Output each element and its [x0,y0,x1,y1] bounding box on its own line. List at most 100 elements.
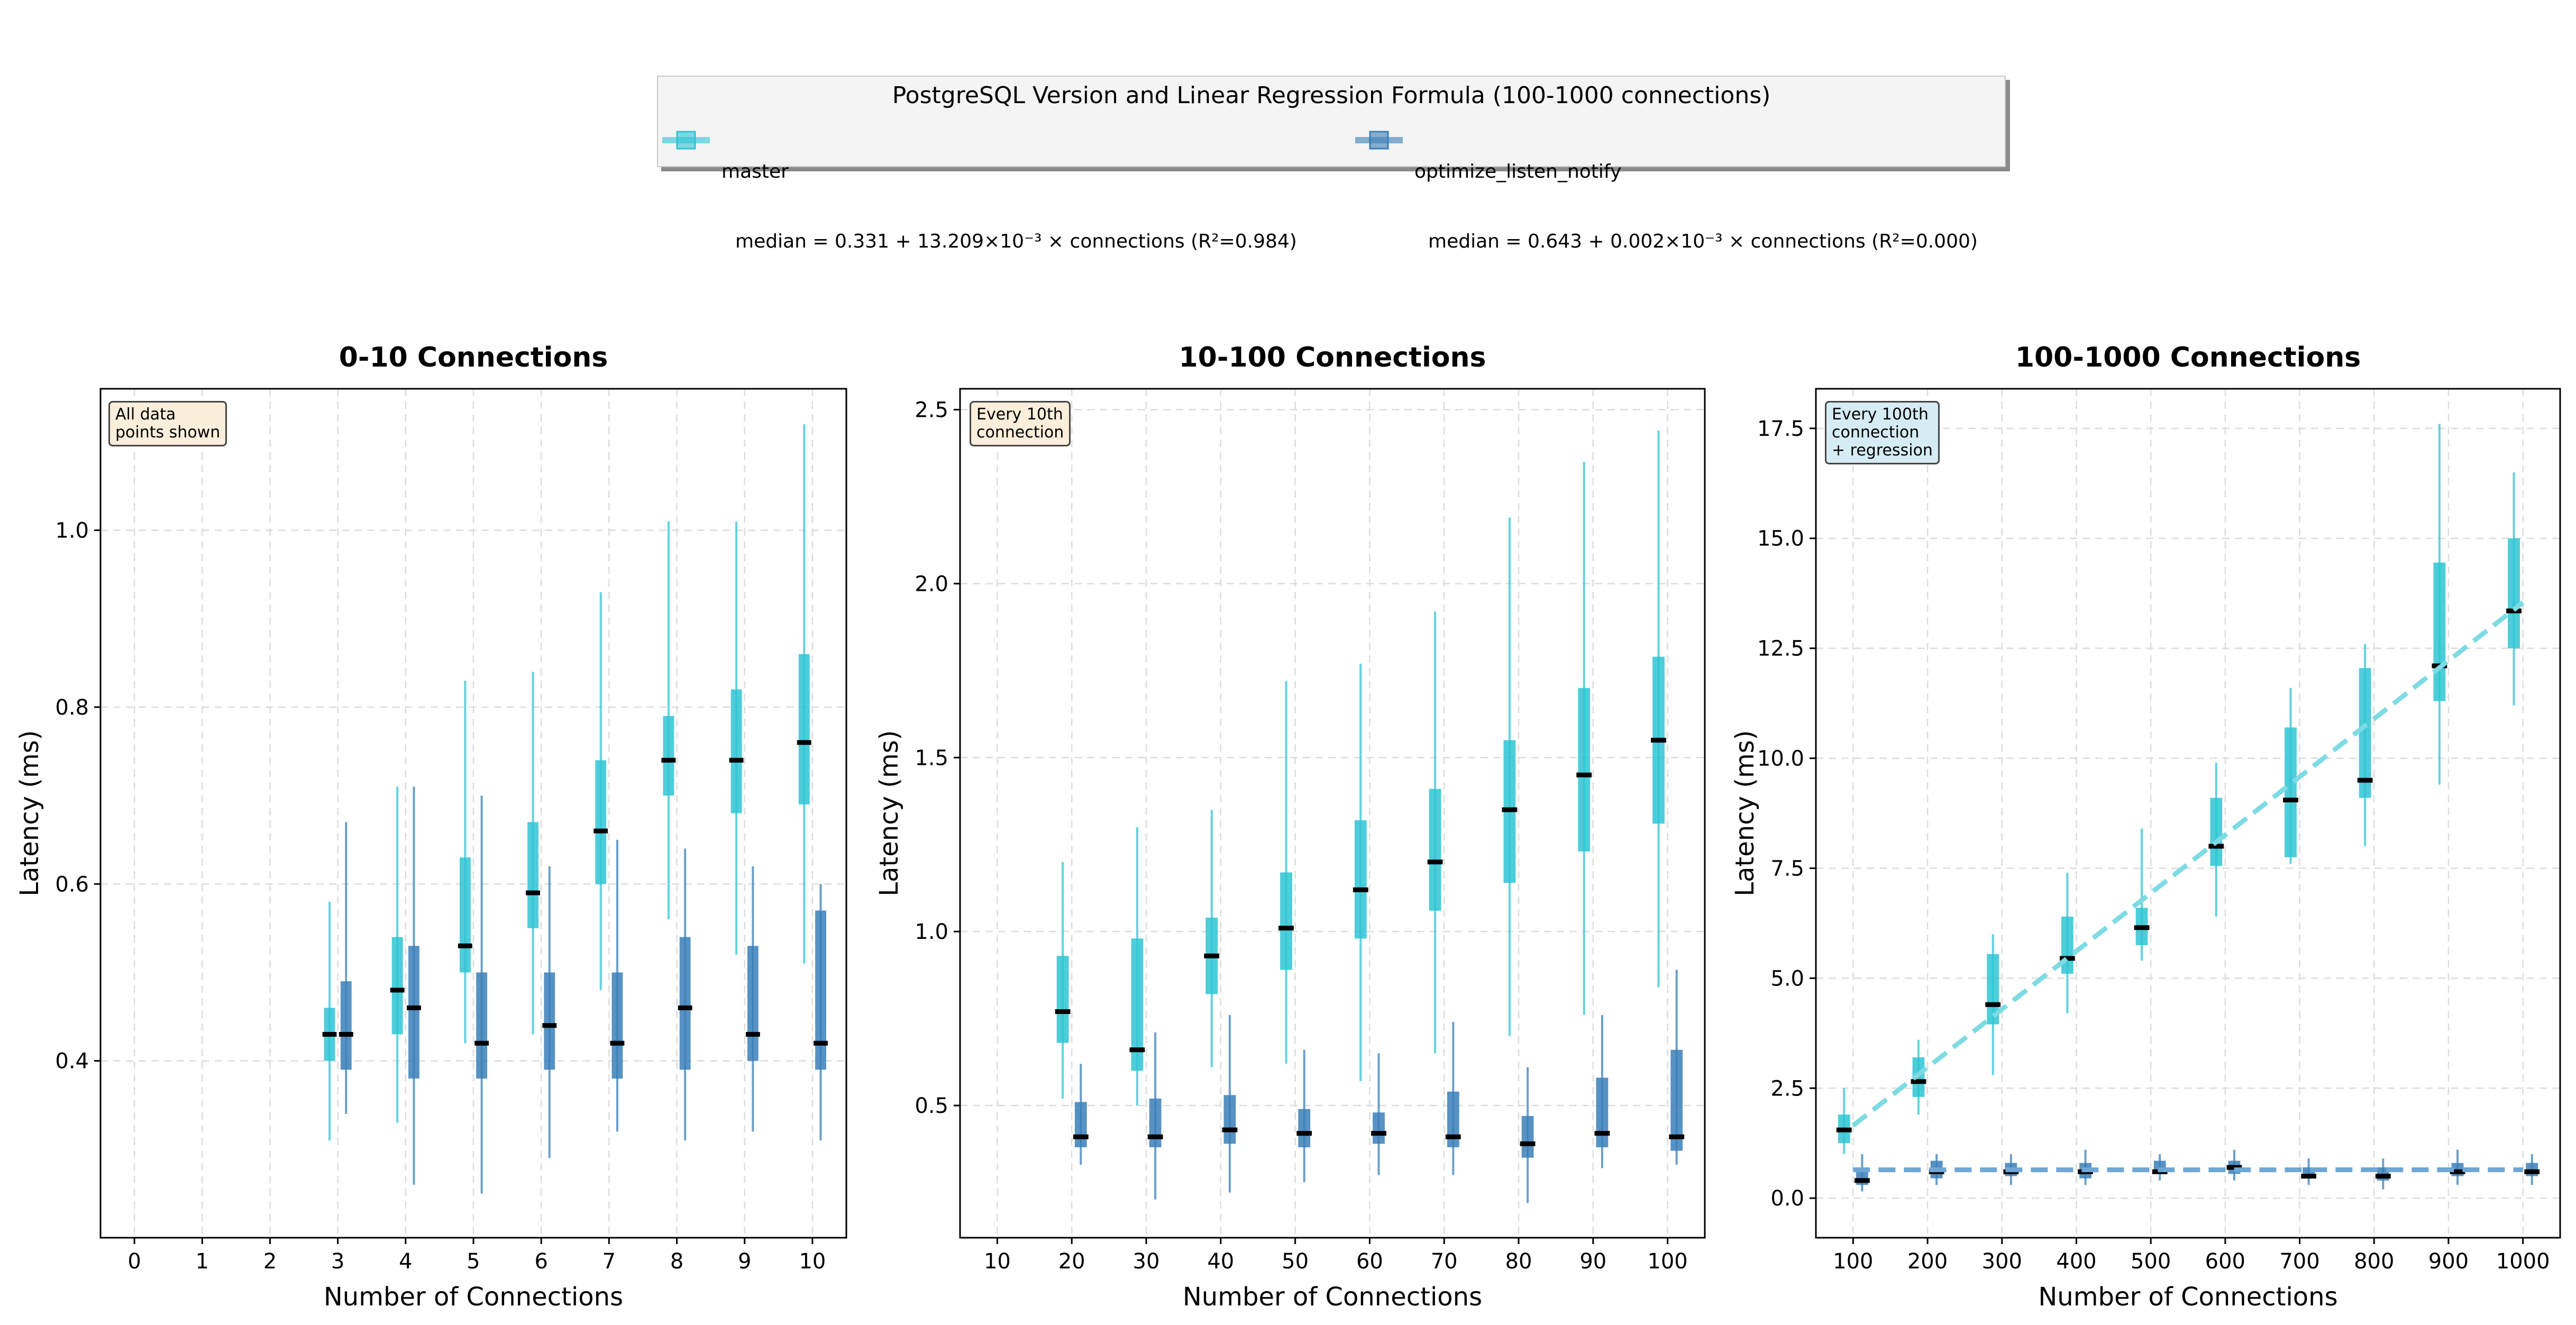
y-tick-label: 1.0 [55,519,89,543]
box [527,822,538,928]
x-tick-label: 100 [1647,1249,1687,1274]
box [2210,798,2223,866]
legend-swatch-master [662,131,710,150]
x-tick-label: 80 [1505,1249,1532,1274]
x-tick-label: 60 [1356,1249,1383,1274]
x-tick-label: 4 [399,1249,412,1274]
box [1596,1077,1609,1147]
box [1354,820,1367,939]
panel-note-1: Every 10th connection [970,401,1071,446]
y-tick-label: 0.5 [915,1094,948,1118]
legend-entry-optimize: optimize_listen_notify median = 0.643 + … [1414,114,1978,300]
series-optimize [339,787,828,1194]
x-tick-label: 1 [196,1249,209,1274]
box [340,981,352,1070]
y-tick-label: 10.0 [1757,747,1804,771]
y-tick-label: 7.5 [1770,856,1804,881]
panel-note-2: Every 100th connection + regression [1825,401,1940,464]
box [391,937,403,1035]
plot-frame [1815,388,2561,1239]
y-axis-label: Latency (ms) [874,730,904,896]
panel-title: 0-10 Connections [339,342,608,373]
x-tick-label: 40 [1207,1249,1234,1274]
x-tick-label: 9 [738,1249,751,1274]
legend-title: PostgreSQL Version and Linear Regression… [892,82,1771,109]
box [2285,727,2297,857]
x-tick-label: 800 [2354,1249,2394,1274]
box [459,857,471,973]
x-tick-label: 20 [1058,1249,1085,1274]
x-tick-label: 2 [263,1249,277,1274]
x-tick-label: 200 [1907,1249,1948,1274]
box [1280,872,1292,970]
x-tick-label: 5 [467,1249,480,1274]
x-tick-label: 100 [1833,1249,1873,1274]
x-tick-label: 30 [1133,1249,1160,1274]
legend-series-name: master [721,161,789,182]
box [1056,956,1069,1043]
series-master [1836,424,2522,1154]
box [1298,1109,1311,1147]
x-axis-label: Number of Connections [2038,1282,2337,1312]
x-tick-label: 70 [1431,1249,1458,1274]
y-tick-label: 2.5 [915,398,948,422]
box [1131,938,1144,1071]
box [815,910,826,1070]
y-tick-label: 12.5 [1757,637,1804,661]
x-tick-label: 50 [1282,1249,1309,1274]
x-tick-label: 10 [984,1249,1011,1274]
x-tick-label: 7 [602,1249,616,1274]
series-optimize [1073,970,1685,1203]
box [1149,1098,1162,1147]
y-tick-label: 1.0 [915,920,948,944]
x-tick-label: 500 [2131,1249,2171,1274]
x-tick-label: 400 [2056,1249,2096,1274]
x-tick-label: 1000 [2496,1249,2550,1274]
x-tick-label: 10 [799,1249,826,1274]
x-tick-label: 0 [127,1249,141,1274]
y-axis-label: Latency (ms) [1730,730,1760,896]
y-tick-label: 0.0 [1770,1186,1804,1211]
box [798,654,810,805]
plot-frame [959,388,1706,1239]
panel-2: 100 200 300 400 500 600 700 800 900 1000 0.0 2.5 5.0… [1730,342,2561,1312]
chart-legend: PostgreSQL Version and Linear Regression… [657,76,2006,252]
x-tick-label: 6 [534,1249,547,1274]
box [544,972,555,1070]
box [1074,1102,1087,1147]
box [1447,1091,1459,1147]
box [663,716,674,796]
y-tick-label: 0.6 [55,872,89,897]
box [2061,916,2073,974]
y-tick-label: 5.0 [1770,966,1804,991]
box [1578,688,1591,852]
regression-line [1851,600,2525,1128]
box [408,946,419,1079]
box [1429,789,1441,911]
box [2359,668,2371,798]
box [1670,1049,1683,1151]
series-master [1055,430,1666,1106]
x-tick-label: 90 [1579,1249,1606,1274]
box [1521,1116,1534,1158]
box [611,972,623,1079]
panel-note-0: All data points shown [108,401,227,446]
x-tick-label: 700 [2279,1249,2319,1274]
legend-formula: median = 0.643 + 0.002×10⁻³ × connection… [1428,231,1978,252]
box [1373,1112,1385,1144]
y-tick-label: 2.0 [915,572,948,596]
box [1223,1095,1236,1144]
panel-title: 100-1000 Connections [2015,342,2361,373]
x-tick-label: 600 [2205,1249,2245,1274]
x-tick-label: 900 [2428,1249,2469,1274]
panel-0: 0 1 2 3 4 5 6 7 8 9 10 0.4 0.6 0.8 1.0 0-10 Connections… [15,342,847,1312]
y-tick-label: 17.5 [1757,417,1804,441]
legend-entry-master: master median = 0.331 + 13.209×10⁻³ × co… [721,114,1297,300]
box [747,946,759,1061]
x-axis-label: Number of Connections [1183,1282,1482,1312]
x-tick-label: 8 [670,1249,683,1274]
y-tick-label: 0.8 [55,696,89,720]
y-tick-label: 0.4 [55,1049,89,1074]
legend-series-name: optimize_listen_notify [1414,161,1622,182]
